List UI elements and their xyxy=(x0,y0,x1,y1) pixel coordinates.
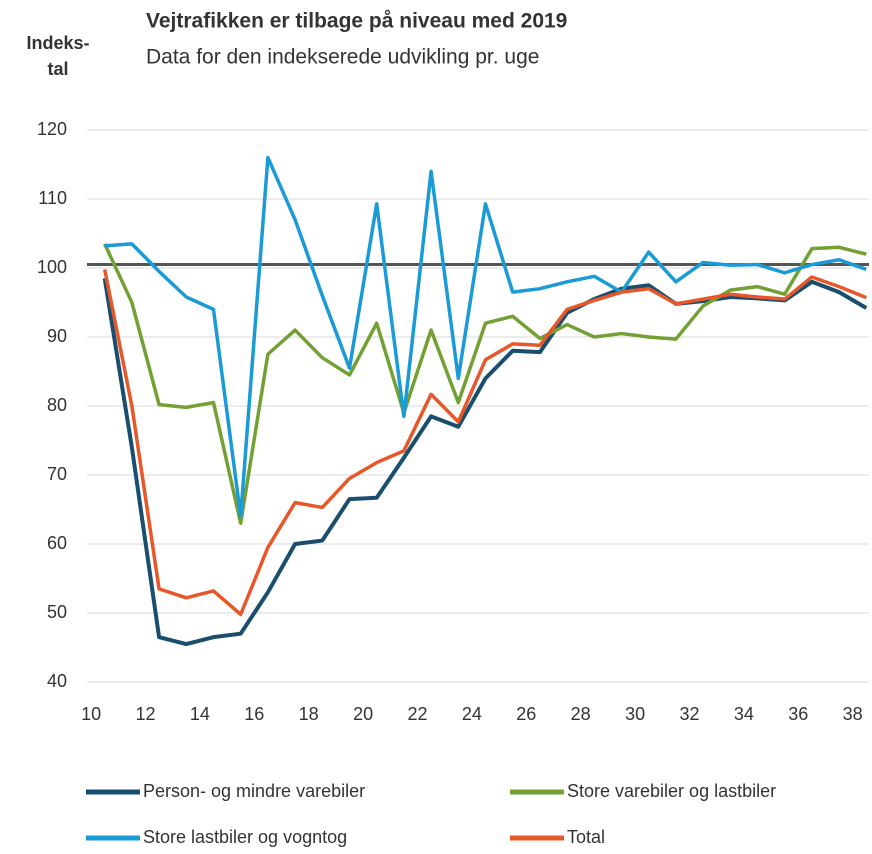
y-tick-label: 100 xyxy=(37,257,67,277)
y-axis-label: Indeks- xyxy=(26,33,89,53)
x-tick-label: 30 xyxy=(625,704,645,724)
x-tick-label: 20 xyxy=(353,704,373,724)
x-tick-label: 32 xyxy=(679,704,699,724)
x-tick-label: 12 xyxy=(135,704,155,724)
x-tick-label: 38 xyxy=(843,704,863,724)
x-tick-label: 24 xyxy=(462,704,482,724)
y-tick-label: 60 xyxy=(47,533,67,553)
legend-label: Total xyxy=(567,827,605,847)
chart-subtitle: Data for den indekserede udvikling pr. u… xyxy=(146,46,539,69)
x-tick-label: 36 xyxy=(788,704,808,724)
x-tick-label: 28 xyxy=(571,704,591,724)
legend-label: Store varebiler og lastbiler xyxy=(567,781,776,801)
y-tick-label: 80 xyxy=(47,395,67,415)
x-tick-label: 34 xyxy=(734,704,754,724)
series-line xyxy=(102,278,868,647)
x-tick-label: 16 xyxy=(244,704,264,724)
y-tick-label: 50 xyxy=(47,602,67,622)
x-tick-label: 22 xyxy=(407,704,427,724)
y-tick-label: 120 xyxy=(37,119,67,139)
legend-label: Store lastbiler og vogntog xyxy=(143,827,347,847)
y-axis-label: tal xyxy=(47,59,68,79)
y-tick-label: 90 xyxy=(47,326,67,346)
series-line xyxy=(103,243,867,526)
chart-title: Vejtrafikken er tilbage på niveau med 20… xyxy=(146,10,567,33)
series-line xyxy=(104,155,867,519)
x-tick-label: 18 xyxy=(299,704,319,724)
legend-label: Person- og mindre varebiler xyxy=(143,781,365,801)
y-tick-label: 40 xyxy=(47,671,67,691)
y-tick-label: 70 xyxy=(47,464,67,484)
y-tick-label: 110 xyxy=(38,188,67,208)
x-tick-label: 10 xyxy=(81,704,101,724)
series-line xyxy=(102,269,867,617)
x-tick-label: 14 xyxy=(190,704,210,724)
x-tick-label: 26 xyxy=(516,704,536,724)
